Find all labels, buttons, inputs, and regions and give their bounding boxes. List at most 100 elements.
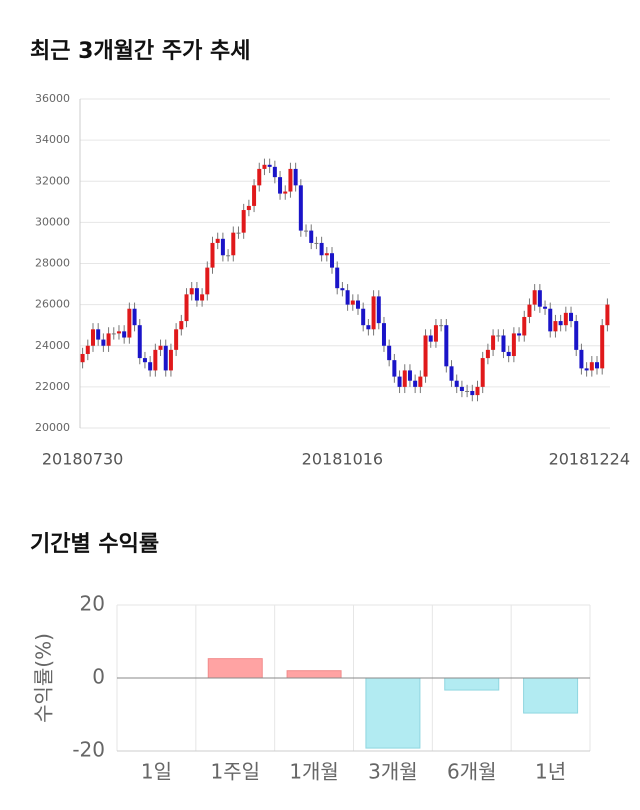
candle-body xyxy=(605,304,610,326)
candle-body xyxy=(407,370,412,381)
candle-body xyxy=(179,321,184,330)
candle-body xyxy=(304,230,309,232)
x-tick-label: 3개월 xyxy=(368,760,418,784)
candle-body xyxy=(189,288,194,295)
y-tick-label: 0 xyxy=(92,665,105,689)
candle-body xyxy=(252,185,257,206)
x-tick-label: 20181016 xyxy=(302,450,383,469)
chart-title: 기간별 수익률 xyxy=(30,532,159,557)
candle-body xyxy=(335,267,340,289)
candle-body xyxy=(511,333,516,357)
candle-body xyxy=(220,238,225,256)
candle-body xyxy=(127,308,132,338)
candle-body xyxy=(563,312,568,326)
candle-body xyxy=(548,308,553,332)
candle-body xyxy=(439,325,444,327)
candle-body xyxy=(418,376,423,387)
candle-body xyxy=(80,353,85,363)
candle-body xyxy=(137,325,142,359)
y-tick-label: 26000 xyxy=(35,298,70,311)
candle-body xyxy=(553,321,558,332)
candle-body xyxy=(283,191,288,194)
candle-body xyxy=(319,242,324,256)
y-tick-label: 34000 xyxy=(35,133,70,146)
candle-body xyxy=(454,380,459,387)
candle-body xyxy=(168,349,173,371)
bar xyxy=(365,677,421,749)
candle-body xyxy=(226,255,231,257)
candle-body xyxy=(262,164,267,169)
candle-body xyxy=(371,296,376,330)
y-tick-label: 30000 xyxy=(35,215,70,228)
candle-body xyxy=(517,333,522,336)
candle-body xyxy=(491,335,496,350)
candle-body xyxy=(387,345,392,361)
bar xyxy=(286,670,342,679)
candle-body xyxy=(309,230,314,243)
candle-body xyxy=(194,288,199,301)
candle-body xyxy=(122,331,127,338)
x-tick-label: 1주일 xyxy=(210,760,260,784)
candle-body xyxy=(330,253,335,268)
x-tick-label: 1년 xyxy=(535,760,566,784)
candle-body xyxy=(392,360,397,377)
candle-body xyxy=(257,168,262,186)
candle-body xyxy=(272,166,277,178)
candle-body xyxy=(205,267,210,295)
candle-body xyxy=(532,290,537,305)
x-tick-label: 20180730 xyxy=(42,450,123,469)
candle-body xyxy=(589,362,594,371)
candle-body xyxy=(111,333,116,335)
chart-title: 최근 3개월간 주가 추세 xyxy=(30,39,250,64)
candle-body xyxy=(241,210,246,233)
candle-body xyxy=(459,386,464,391)
y-axis-label: 수익률(%) xyxy=(32,633,56,723)
candle-body xyxy=(345,290,350,305)
candle-body xyxy=(298,185,303,231)
candle-body xyxy=(574,321,579,350)
candle-body xyxy=(480,358,485,387)
candle-body xyxy=(522,316,527,336)
candle-body xyxy=(350,300,355,305)
candle-body xyxy=(381,323,386,346)
candle-body xyxy=(402,370,407,387)
candle-body xyxy=(96,329,101,340)
bar xyxy=(207,658,263,679)
candle-body xyxy=(340,288,345,291)
candle-body xyxy=(231,232,236,256)
candle-body xyxy=(485,349,490,359)
x-tick-label: 1일 xyxy=(141,760,172,784)
candle-body xyxy=(355,300,360,309)
candle-body xyxy=(423,335,428,377)
candle-body xyxy=(475,386,480,396)
y-tick-label: 24000 xyxy=(35,339,70,352)
y-tick-label: 20 xyxy=(80,592,105,616)
candle-body xyxy=(314,242,319,244)
candle-body xyxy=(267,164,272,167)
candle-body xyxy=(397,376,402,387)
candle-body xyxy=(376,296,381,324)
candle-body xyxy=(569,312,574,322)
candle-body xyxy=(558,321,563,326)
candle-body xyxy=(366,325,371,330)
candle-body xyxy=(433,325,438,342)
y-tick-label: 36000 xyxy=(35,92,70,105)
candle-body xyxy=(158,345,163,350)
candle-body xyxy=(116,331,121,334)
bar xyxy=(444,677,500,691)
candle-body xyxy=(361,308,366,326)
candle-body xyxy=(142,358,147,363)
candle-body xyxy=(506,351,511,357)
bar xyxy=(523,677,579,714)
candle-body xyxy=(163,345,168,371)
candle-body xyxy=(496,335,501,337)
candle-body xyxy=(153,349,158,371)
candle-body xyxy=(584,368,589,371)
candle-body xyxy=(293,168,298,186)
candle-body xyxy=(501,335,506,352)
candle-body xyxy=(527,304,532,317)
candle-body xyxy=(543,306,548,309)
y-tick-label: 28000 xyxy=(35,257,70,270)
candle-body xyxy=(288,168,293,192)
